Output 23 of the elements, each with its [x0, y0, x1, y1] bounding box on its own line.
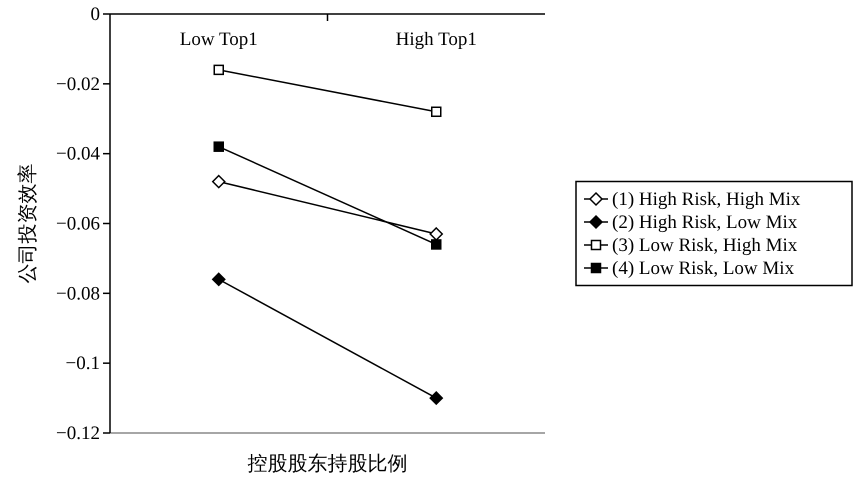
- x-tick-label: High Top1: [396, 29, 477, 50]
- point: [430, 391, 443, 405]
- y-tick-label: −0.12: [56, 423, 100, 444]
- y-tick-label: −0.08: [56, 283, 100, 304]
- y-tick-label: −0.04: [56, 144, 100, 165]
- legend-label: (3) Low Risk, High Mix: [612, 235, 798, 256]
- y-axis-title: 公司投资效率: [17, 164, 39, 284]
- point: [431, 106, 442, 118]
- y-tick-label: −0.02: [56, 74, 100, 95]
- point: [431, 239, 442, 250]
- y-tick-label: 0: [90, 4, 100, 25]
- point: [214, 64, 224, 76]
- point: [214, 141, 224, 152]
- legend-label: (4) Low Risk, Low Mix: [612, 258, 795, 279]
- point: [212, 174, 226, 188]
- legend-label: (2) High Risk, Low Mix: [612, 212, 798, 233]
- point: [430, 227, 443, 241]
- y-tick-label: −0.06: [56, 214, 100, 234]
- y-tick-label: −0.1: [66, 353, 100, 374]
- x-tick-label: Low Top1: [180, 29, 258, 50]
- x-axis-title: 控股股东持股比例: [248, 453, 408, 475]
- point: [212, 272, 226, 286]
- legend-label: (1) High Risk, High Mix: [612, 189, 801, 210]
